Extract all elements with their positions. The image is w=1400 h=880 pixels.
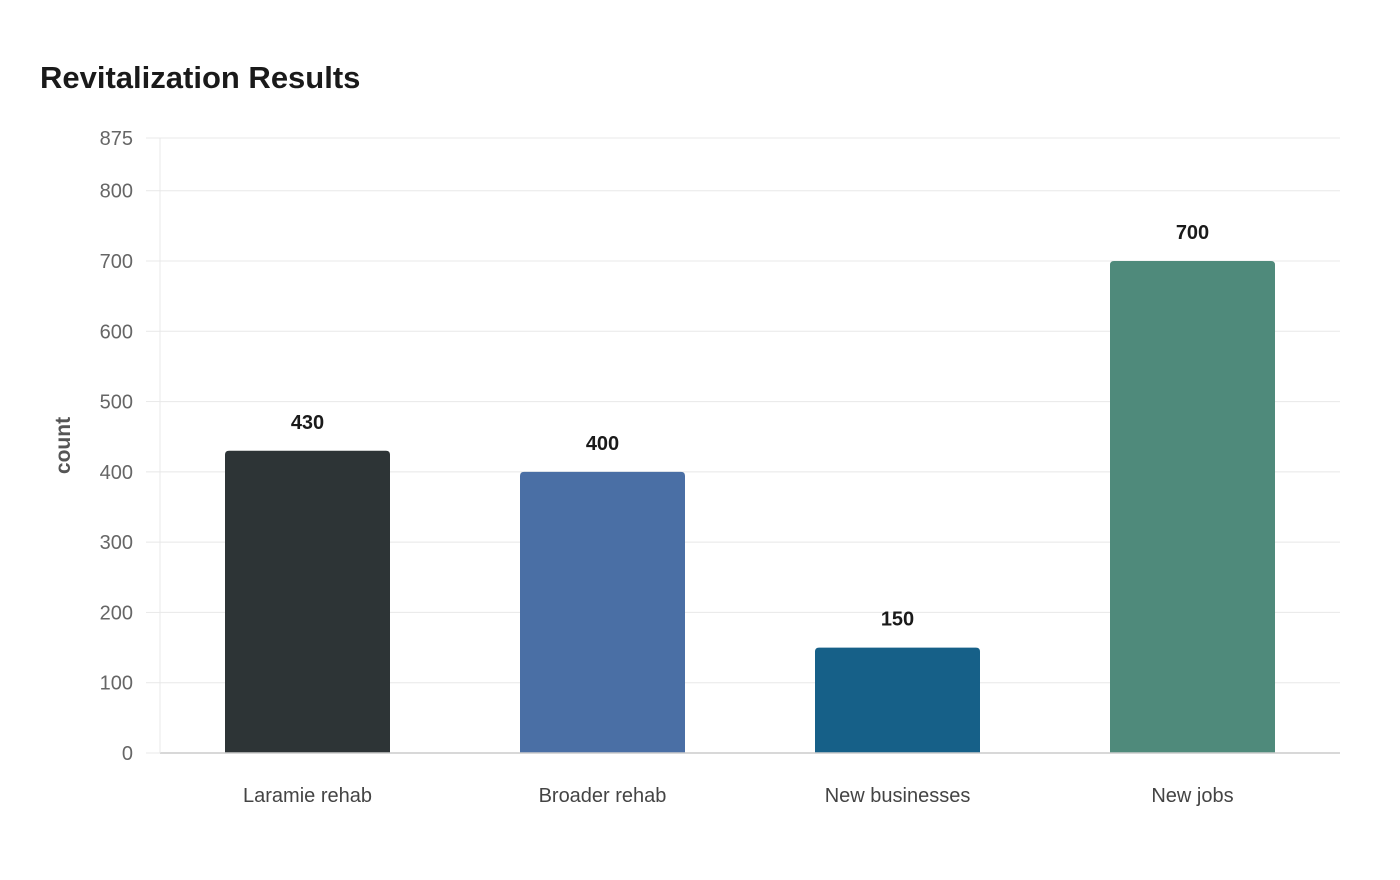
y-tick-label: 500 [100,392,133,414]
y-tick-label: 300 [100,532,133,554]
value-label-2: 150 [881,609,914,631]
y-tick-label: 875 [100,128,133,150]
y-axis-title: count [52,417,75,474]
y-tick-label: 100 [100,673,133,695]
y-tick-label: 200 [100,602,133,624]
x-axis-categories: Laramie rehab Broader rehab New businesses… [243,785,1234,807]
chart-title: Revitalization Results [40,60,361,95]
bars [225,261,1275,753]
value-label-3: 700 [1176,222,1209,244]
bar-3 [1110,261,1275,753]
category-label-1: Broader rehab [539,785,667,807]
y-tick-label: 800 [100,181,133,203]
y-tick-label: 600 [100,321,133,343]
y-axis-ticks: 0 100 200 300 400 500 600 700 800 875 [100,128,160,765]
category-label-0: Laramie rehab [243,785,372,807]
value-label-0: 430 [291,412,324,434]
y-tick-label: 400 [100,462,133,484]
y-tick-label: 700 [100,251,133,273]
category-label-3: New jobs [1151,785,1233,807]
bar-0 [225,450,390,753]
value-labels: 430 400 150 700 [291,222,1209,631]
bar-2 [815,647,980,753]
category-label-2: New businesses [825,785,971,807]
y-tick-label: 0 [122,743,133,765]
bar-1 [520,471,685,753]
value-label-1: 400 [586,433,619,455]
